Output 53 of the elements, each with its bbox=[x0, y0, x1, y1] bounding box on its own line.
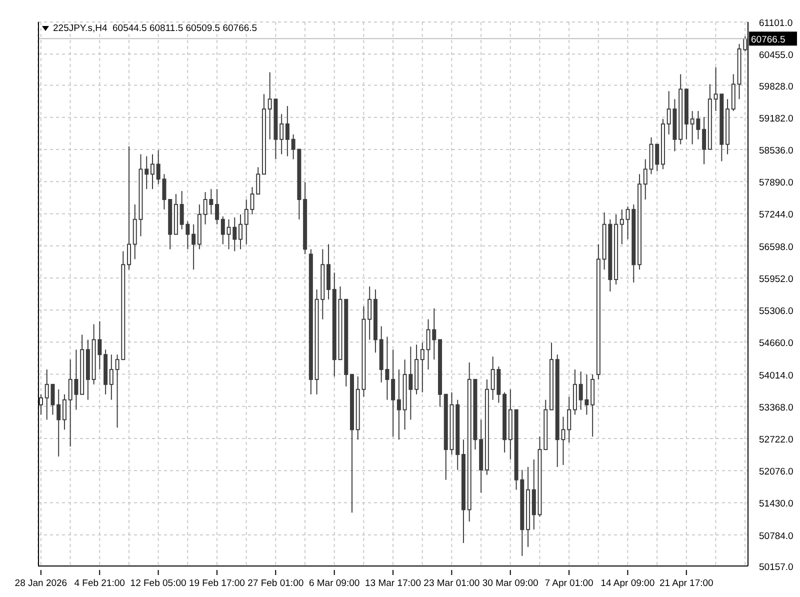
candlestick bbox=[620, 208, 624, 245]
y-tick-label: 59182.0 bbox=[759, 113, 794, 124]
candlestick bbox=[420, 342, 424, 393]
x-tick-label: 13 Mar 17:00 bbox=[365, 578, 421, 589]
candlestick bbox=[39, 394, 43, 416]
y-tick-label: 52722.0 bbox=[759, 434, 794, 446]
candlestick bbox=[256, 166, 260, 195]
y-tick-label: 55952.0 bbox=[759, 274, 794, 285]
candlestick bbox=[391, 349, 396, 438]
y-tick-label: 57890.0 bbox=[759, 178, 794, 189]
y-tick-label: 54014.0 bbox=[759, 370, 794, 382]
y-tick-label: 51430.0 bbox=[759, 498, 794, 510]
y-tick-label: 52076.0 bbox=[759, 466, 794, 478]
y-tick-label: 58536.0 bbox=[759, 146, 794, 156]
candlestick bbox=[109, 354, 114, 400]
y-tick-label: 61101.0 bbox=[759, 18, 793, 29]
candlestick bbox=[220, 216, 225, 245]
y-tick-label: 59828.0 bbox=[759, 81, 794, 92]
chart-title: 225JPY.s,H4 60544.5 60811.5 60509.5 60766.5 bbox=[53, 23, 258, 34]
candlestick bbox=[567, 396, 572, 444]
candlestick bbox=[702, 116, 706, 165]
candlestick bbox=[215, 188, 220, 225]
x-tick-label: 14 Apr 09:00 bbox=[600, 578, 655, 589]
y-tick-label: 50784.0 bbox=[759, 530, 794, 542]
y-tick-label: 50157.0 bbox=[759, 562, 794, 573]
y-tick-label: 53368.0 bbox=[759, 402, 794, 414]
candlestick bbox=[150, 154, 154, 190]
x-tick-label: 23 Mar 01:00 bbox=[424, 578, 480, 589]
candlestick bbox=[285, 106, 290, 157]
x-tick-label: 19 Feb 17:00 bbox=[188, 578, 245, 589]
candlestick bbox=[238, 214, 243, 250]
candlestick bbox=[396, 369, 401, 440]
candlestick bbox=[655, 144, 660, 172]
x-tick-label: 21 Apr 17:00 bbox=[659, 578, 714, 589]
y-tick-label: 60455.0 bbox=[759, 50, 794, 62]
x-tick-label: 7 Apr 01:00 bbox=[544, 578, 594, 589]
ref-line-label: 60766.5 bbox=[751, 34, 786, 46]
candlestick bbox=[368, 286, 372, 340]
x-tick-label: 28 Jan 2026 bbox=[14, 578, 68, 589]
candlestick bbox=[62, 394, 66, 430]
x-tick-label: 12 Feb 05:00 bbox=[130, 578, 186, 589]
x-tick-label: 30 Mar 09:00 bbox=[482, 578, 538, 589]
y-tick-label: 56598.0 bbox=[759, 242, 794, 253]
candlestick bbox=[56, 388, 61, 457]
y-tick-label: 55306.0 bbox=[759, 306, 794, 318]
x-tick-label: 6 Mar 09:00 bbox=[308, 578, 360, 589]
y-tick-label: 54660.0 bbox=[759, 338, 794, 350]
candlestick bbox=[192, 224, 196, 270]
candlestick bbox=[280, 114, 284, 155]
x-tick-label: 4 Feb 21:00 bbox=[74, 578, 125, 589]
x-tick-label: 27 Feb 01:00 bbox=[248, 578, 304, 589]
candlestick bbox=[127, 146, 132, 270]
y-tick-label: 57244.0 bbox=[759, 210, 794, 221]
